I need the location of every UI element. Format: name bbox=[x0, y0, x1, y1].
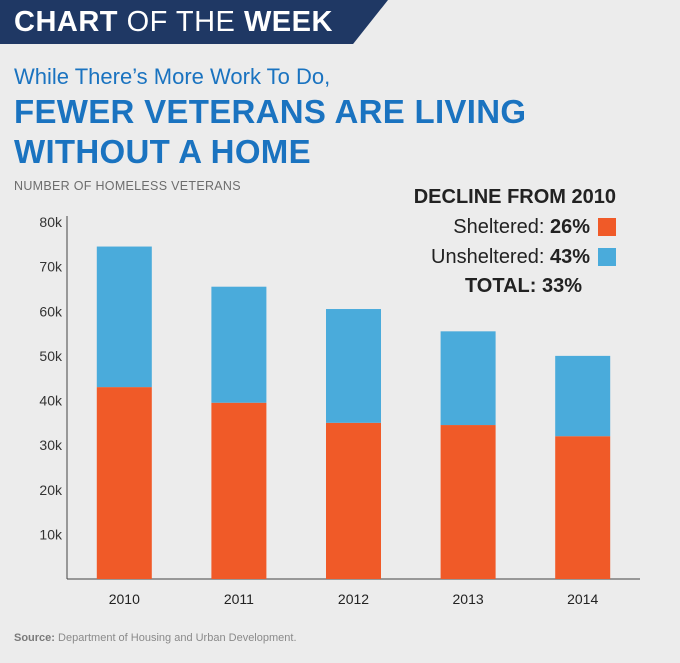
source-label: Source: bbox=[14, 632, 55, 644]
y-tick-label: 60k bbox=[39, 303, 63, 319]
title-line-2: WITHOUT A HOME bbox=[14, 133, 311, 170]
y-tick-label: 80k bbox=[39, 214, 63, 230]
subtitle: While There’s More Work To Do, bbox=[14, 64, 331, 89]
x-tick-label: 2013 bbox=[453, 591, 484, 607]
legend-sheltered-value: 26% bbox=[549, 216, 590, 238]
bar-sheltered-2011 bbox=[211, 402, 267, 579]
source-note: Source: Department of Housing and Urban … bbox=[14, 632, 297, 644]
y-tick-label: 40k bbox=[39, 393, 63, 409]
y-tick-label: 50k bbox=[39, 348, 63, 364]
banner-bold-2: WEEK bbox=[243, 6, 333, 38]
legend-unsheltered-label: Unsheltered: bbox=[431, 246, 545, 268]
y-tick-label: 10k bbox=[39, 526, 63, 542]
legend-total: TOTAL: 33% bbox=[372, 275, 616, 298]
legend-total-value: 33% bbox=[541, 275, 582, 297]
page-title: FEWER VETERANS ARE LIVING WITHOUT A HOME bbox=[14, 92, 526, 172]
legend-sheltered: Sheltered: 26% bbox=[372, 215, 616, 239]
banner-title: CHART OF THE WEEK bbox=[14, 6, 333, 39]
legend-unsheltered-value: 43% bbox=[549, 246, 590, 268]
bar-sheltered-2014 bbox=[555, 436, 611, 579]
legend-heading: DECLINE FROM 2010 bbox=[413, 186, 616, 208]
chart-of-the-week-banner bbox=[0, 0, 388, 44]
y-tick-label: 20k bbox=[39, 482, 63, 498]
legend-total-label: TOTAL: bbox=[464, 275, 537, 297]
bar-unsheltered-2011 bbox=[211, 286, 267, 403]
x-tick-label: 2010 bbox=[109, 591, 140, 607]
legend-sheltered-swatch bbox=[598, 218, 616, 236]
bar-unsheltered-2014 bbox=[555, 355, 611, 437]
bar-sheltered-2013 bbox=[440, 425, 496, 579]
x-tick-label: 2011 bbox=[224, 591, 254, 607]
x-tick-label: 2014 bbox=[567, 591, 598, 607]
y-axis-label: NUMBER OF HOMELESS VETERANS bbox=[14, 179, 241, 193]
bar-unsheltered-2012 bbox=[326, 309, 381, 423]
bar-sheltered-2010 bbox=[96, 387, 152, 579]
bar-unsheltered-2013 bbox=[440, 331, 496, 426]
source-text: Department of Housing and Urban Developm… bbox=[58, 632, 297, 644]
x-tick-label: 2012 bbox=[338, 591, 369, 607]
decline-legend: DECLINE FROM 2010 Sheltered: 26% Unshelt… bbox=[372, 186, 616, 298]
banner-light: OF THE bbox=[126, 6, 236, 38]
bar-sheltered-2012 bbox=[326, 422, 381, 579]
banner-bold-1: CHART bbox=[14, 6, 118, 38]
legend-unsheltered-swatch bbox=[598, 248, 616, 266]
y-tick-label: 30k bbox=[39, 437, 63, 453]
bar-unsheltered-2010 bbox=[96, 246, 152, 388]
title-line-1: FEWER VETERANS ARE LIVING bbox=[14, 93, 527, 130]
legend-sheltered-label: Sheltered: bbox=[453, 216, 545, 238]
legend-unsheltered: Unsheltered: 43% bbox=[372, 245, 616, 269]
y-tick-label: 70k bbox=[39, 259, 63, 275]
